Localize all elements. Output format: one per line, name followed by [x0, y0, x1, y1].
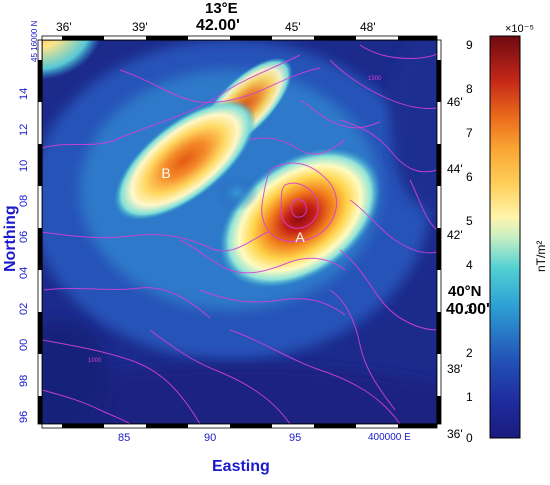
colorbar-tick: 7	[466, 126, 473, 140]
top-tick: 36'	[56, 20, 72, 34]
x-axis-label: Easting	[212, 458, 270, 475]
marker-a: A	[295, 229, 305, 245]
left-tick: 10	[18, 159, 30, 172]
bottom-tick: 400000 E	[368, 432, 411, 443]
top-lon-degree: 13°E	[205, 0, 238, 17]
left-tick: 00	[18, 338, 30, 351]
left-tick: 98	[18, 374, 30, 387]
right-tick: 44'	[447, 162, 463, 176]
topography-contours	[42, 44, 437, 424]
left-tick: 96	[18, 410, 30, 423]
y-axis-label: Northing	[2, 205, 19, 272]
colorbar-tick: 3	[466, 302, 473, 316]
bottom-tick: 90	[204, 432, 217, 444]
colorbar-tick: 8	[466, 82, 473, 96]
colorbar-tick: 4	[466, 258, 473, 272]
top-tick: 39'	[132, 20, 148, 34]
colorbar	[489, 35, 521, 439]
marker-b: B	[161, 165, 170, 181]
bottom-tick: 95	[289, 432, 302, 444]
right-tick: 42'	[447, 228, 463, 242]
left-tick: 12	[18, 123, 30, 136]
left-tick: 02	[18, 302, 30, 315]
colorbar-tick: 5	[466, 214, 473, 228]
right-lat-minutes: 40.00'	[446, 301, 490, 318]
colorbar-tick: 1	[466, 390, 473, 404]
colorbar-tick: 2	[466, 346, 473, 360]
right-tick: 36'	[447, 427, 463, 441]
top-tick: 48'	[360, 20, 376, 34]
left-top-tick: 45 16000 N	[30, 20, 39, 62]
colorbar-exponent: ×10⁻⁵	[505, 23, 535, 35]
right-tick: 46'	[447, 95, 463, 109]
left-tick: 14	[18, 87, 30, 100]
contour-label: 1500	[368, 76, 382, 82]
right-lat-degree: 40°N	[448, 283, 482, 300]
colorbar-tick: 6	[466, 170, 473, 184]
right-tick: 38'	[447, 362, 463, 376]
top-tick: 45'	[285, 20, 301, 34]
neatline	[37, 35, 442, 429]
colorbar-tick: 0	[466, 431, 473, 445]
colorbar-unit: nT/m²	[534, 240, 548, 272]
colorbar-tick: 9	[466, 38, 473, 52]
top-lon-minutes: 42.00'	[196, 17, 240, 34]
contour-label: 1000	[88, 358, 102, 364]
bottom-tick: 85	[118, 432, 131, 444]
